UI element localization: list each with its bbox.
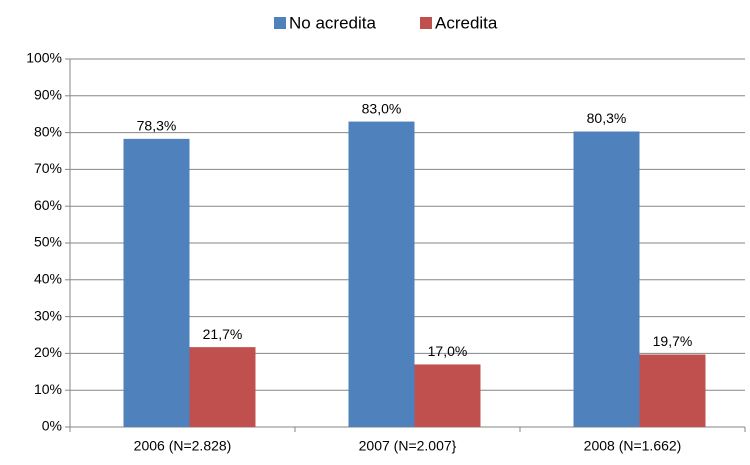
- bar: [639, 354, 706, 427]
- bar: [414, 364, 481, 427]
- y-tick-label: 50%: [34, 234, 62, 250]
- bar: [348, 121, 415, 427]
- y-tick-label: 70%: [34, 160, 62, 176]
- y-tick-label: 10%: [34, 381, 62, 397]
- data-label: 19,7%: [653, 333, 693, 349]
- legend-swatch: [420, 17, 432, 29]
- x-tick-label: 2007 (N=2.007}: [359, 438, 457, 454]
- y-tick-label: 90%: [34, 87, 62, 103]
- legend-label: Acredita: [435, 13, 498, 32]
- legend-label: No acredita: [289, 13, 376, 32]
- data-label: 17,0%: [428, 343, 468, 359]
- bar: [573, 131, 640, 427]
- y-tick-label: 30%: [34, 307, 62, 323]
- x-tick-label: 2008 (N=1.662): [584, 438, 682, 454]
- bar: [123, 138, 190, 427]
- y-tick-label: 20%: [34, 344, 62, 360]
- data-label: 80,3%: [587, 110, 627, 126]
- x-tick-label: 2006 (N=2.828): [134, 438, 232, 454]
- data-label: 83,0%: [362, 100, 402, 116]
- bar: [189, 347, 256, 427]
- y-tick-label: 100%: [26, 50, 62, 66]
- y-tick-label: 60%: [34, 197, 62, 213]
- y-tick-label: 40%: [34, 271, 62, 287]
- y-tick-label: 80%: [34, 123, 62, 139]
- data-label: 78,3%: [137, 118, 177, 134]
- legend-swatch: [274, 17, 286, 29]
- y-tick-label: 0%: [42, 418, 62, 434]
- data-label: 21,7%: [203, 326, 243, 342]
